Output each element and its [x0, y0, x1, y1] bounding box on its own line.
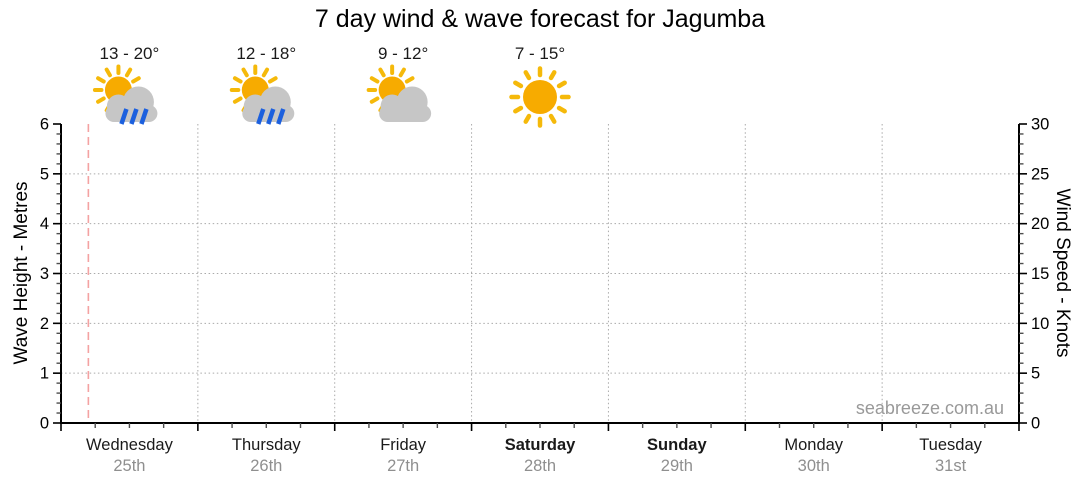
day-date-label: 25th [113, 457, 145, 475]
sun-cloud-rain-icon [92, 64, 158, 125]
axis-tick-labels: 0 01 52 103 154 205 256 30 [40, 116, 1050, 433]
temp-range-label: 12 - 18° [236, 44, 296, 63]
wave-height-tick-label: 4 [40, 215, 49, 233]
sun-cloud-rain-icon [229, 64, 295, 125]
sun-ray [104, 67, 112, 78]
wave-height-tick-label: 1 [40, 365, 49, 383]
day-name-label: Saturday [505, 436, 576, 454]
sun-ray [398, 67, 406, 78]
sun-icon [509, 66, 571, 128]
sun-disc [523, 80, 557, 114]
sun-ray [131, 76, 141, 84]
axis-ticks [53, 123, 1027, 431]
sun-ray [548, 70, 557, 81]
day-name-label: Tuesday [919, 436, 982, 454]
wind-speed-tick-label: 5 [1031, 365, 1040, 383]
day-name-label: Monday [784, 436, 843, 454]
sun-ray [378, 67, 386, 78]
sun-ray [241, 67, 249, 78]
wave-height-tick-label: 3 [40, 265, 49, 283]
day-name-label: Friday [380, 436, 427, 454]
sun-ray [404, 76, 415, 84]
temperature-labels: 13 - 20° 12 - 18° 9 - 12° 7 - 15° [100, 44, 566, 63]
sun-ray [369, 76, 380, 84]
rain-drop [139, 108, 149, 125]
sun-ray [96, 76, 106, 84]
sun-ray [232, 96, 243, 104]
day-date-label: 27th [387, 457, 419, 475]
wave-height-tick-label: 0 [40, 415, 49, 433]
sun-ray [523, 70, 532, 81]
wave-height-tick-label: 5 [40, 165, 49, 183]
sun-ray [523, 113, 532, 124]
wind-speed-tick-label: 30 [1031, 116, 1049, 134]
wind-speed-tick-label: 15 [1031, 265, 1049, 283]
rain-drop [129, 108, 139, 125]
wind-speed-tick-label: 0 [1031, 415, 1040, 433]
day-date-label: 30th [798, 457, 830, 475]
sun-ray [124, 67, 133, 78]
sun-ray [513, 80, 524, 89]
day-name-label: Sunday [647, 436, 707, 454]
gridlines [61, 124, 1019, 423]
sun-ray [548, 113, 557, 124]
wave-height-tick-label: 2 [40, 315, 49, 333]
sun-ray [513, 105, 524, 114]
rain-drop [256, 108, 266, 125]
day-date-label: 28th [524, 457, 556, 475]
day-date-label: 29th [661, 457, 693, 475]
watermark: seabreeze.com.au [855, 398, 1004, 418]
day-name-label: Wednesday [86, 436, 174, 454]
wind-speed-tick-label: 25 [1031, 165, 1049, 183]
day-date-label: 26th [250, 457, 282, 475]
day-labels: Wednesday 25th Thursday 26th Friday 27th Satur… [86, 436, 983, 475]
sun-ray [268, 76, 278, 84]
sun-ray [556, 80, 567, 89]
cloud-shape [379, 105, 432, 122]
sun-ray [232, 76, 243, 84]
rain-drop [276, 108, 286, 125]
temp-range-label: 13 - 20° [100, 44, 160, 63]
rain-drop [266, 108, 276, 125]
chart-title: 7 day wind & wave forecast for Jagumba [314, 5, 766, 33]
temp-range-label: 9 - 12° [378, 44, 428, 63]
wave-height-tick-label: 6 [40, 116, 49, 134]
sun-ray [369, 96, 380, 104]
day-date-label: 31st [935, 457, 967, 475]
sun-ray [261, 67, 270, 78]
axis-frame [60, 124, 1020, 424]
sun-cloud-icon [366, 64, 432, 122]
sun-ray [556, 105, 567, 114]
wind-speed-tick-label: 10 [1031, 315, 1049, 333]
rain-drop [119, 108, 129, 125]
wind-speed-tick-label: 20 [1031, 215, 1049, 233]
day-name-label: Thursday [232, 436, 302, 454]
sun-ray [96, 96, 106, 104]
temp-range-label: 7 - 15° [515, 44, 565, 63]
